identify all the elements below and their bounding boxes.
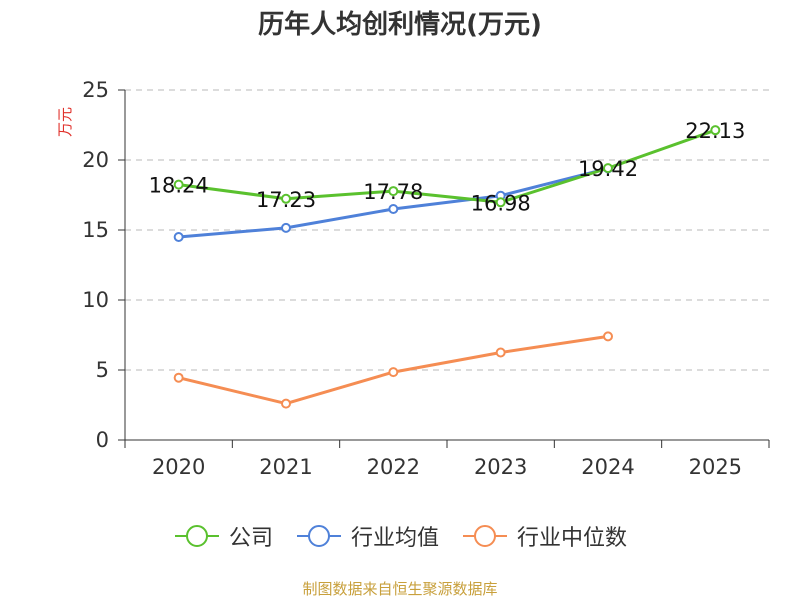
series-line-0 xyxy=(178,128,716,204)
x-tick-label: 2021 xyxy=(259,455,312,479)
legend-industry-average-swatch xyxy=(296,525,341,547)
x-tick-label: 2022 xyxy=(367,455,420,479)
y-axis-unit-label: 万元 xyxy=(56,107,74,137)
data-label: 22.13 xyxy=(685,119,745,143)
y-tick-label: 0 xyxy=(96,428,109,452)
y-tick-label: 10 xyxy=(82,288,109,312)
data-point-0 xyxy=(173,179,184,190)
legend-industry-median-label: 行业中位数 xyxy=(517,526,628,551)
data-point-0 xyxy=(603,163,613,174)
data-point-1 xyxy=(173,232,184,242)
data-point-2 xyxy=(495,347,506,358)
chart-title: 历年人均创利情况(万元) xyxy=(258,10,542,40)
y-tick-label: 25 xyxy=(82,78,109,102)
data-point-2 xyxy=(603,331,613,342)
data-source-note: 制图数据来自恒生聚源数据库 xyxy=(302,580,498,598)
data-point-2 xyxy=(281,398,291,409)
y-tick-label: 20 xyxy=(82,148,109,172)
legend-item-industry-median[interactable]: 行业中位数 xyxy=(461,520,627,552)
x-tick-label: 2024 xyxy=(581,455,634,479)
data-point-0 xyxy=(388,186,399,197)
x-tick-label: 2025 xyxy=(689,455,742,479)
y-tick-label: 15 xyxy=(82,218,109,242)
data-point-1 xyxy=(388,204,399,214)
x-tick-label: 2023 xyxy=(474,455,527,479)
legend: 公司 行业均值 行业中位数 xyxy=(0,520,800,552)
data-point-2 xyxy=(388,367,399,378)
legend-company-swatch xyxy=(174,525,219,547)
data-label: 16.98 xyxy=(471,191,531,215)
data-point-1 xyxy=(281,222,291,233)
data-point-0 xyxy=(710,125,721,136)
legend-industry-median-swatch xyxy=(463,525,507,547)
data-point-0 xyxy=(495,197,506,208)
legend-item-industry-average[interactable]: 行业均值 xyxy=(295,520,439,552)
data-label: 18.24 xyxy=(149,174,209,198)
data-label: 17.78 xyxy=(363,180,423,204)
x-tick-label: 2020 xyxy=(152,455,205,479)
data-label: 19.42 xyxy=(578,157,638,181)
legend-company-label: 公司 xyxy=(228,526,273,551)
y-tick-label: 5 xyxy=(96,358,109,382)
legend-industry-average-label: 行业均值 xyxy=(350,526,439,551)
data-point-2 xyxy=(173,372,184,383)
data-label: 17.23 xyxy=(256,188,316,212)
data-point-0 xyxy=(281,193,291,204)
legend-item-company[interactable]: 公司 xyxy=(173,520,273,552)
